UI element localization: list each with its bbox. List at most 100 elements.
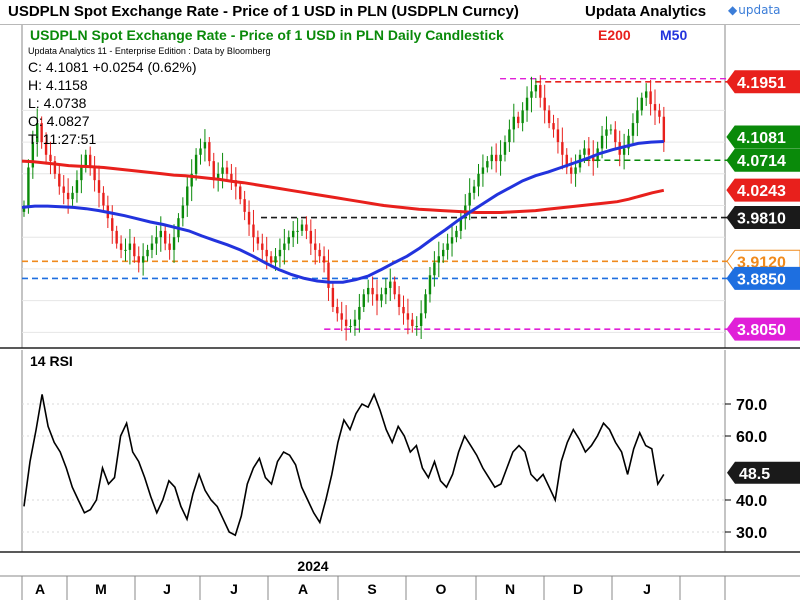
candle-body (366, 287, 370, 295)
candle-body (636, 110, 639, 124)
candle-body (111, 218, 114, 231)
candle-body (88, 154, 92, 168)
brand-name: Updata Analytics (585, 3, 707, 20)
candle-body (662, 116, 666, 143)
candle-body (525, 97, 529, 111)
candle-body (62, 186, 65, 193)
readout-time: T: 11:27:51 (28, 131, 96, 147)
rsi-tick-label: 70.0 (736, 397, 767, 414)
candle-body (389, 281, 392, 288)
rsi-current-label: 48.5 (739, 466, 770, 483)
candle-body (397, 294, 401, 307)
candle-body (569, 167, 573, 174)
candle-body (230, 173, 233, 181)
candle-body (146, 249, 149, 257)
month-label: A (35, 581, 45, 597)
readout-open: O: 4.0827 (28, 113, 90, 129)
candle-body (494, 154, 498, 162)
price-tag-label-4.0714: 4.0714 (737, 153, 786, 170)
candle-body (481, 167, 485, 174)
candle-body (406, 313, 410, 320)
price-tag-label-4.1081: 4.1081 (737, 130, 786, 147)
candle-body (305, 224, 308, 231)
candle-body (609, 129, 613, 131)
candle-body (556, 129, 560, 143)
rsi-pane: 14 RSI 70.0 60.0 40.0 30.0 48.5 (21, 350, 800, 552)
price-pane-bg (0, 25, 800, 348)
ema200-line (21, 159, 665, 214)
candle-body (172, 237, 176, 250)
candle-body (446, 243, 449, 250)
candle-body (336, 306, 339, 314)
candle-body (583, 148, 586, 155)
candle-body (340, 313, 343, 320)
candle-body (344, 319, 348, 326)
candle-body (93, 167, 96, 181)
price-tag-4.0714 (726, 148, 800, 172)
candle-body (155, 237, 158, 244)
month-label: D (573, 581, 583, 597)
candle-body (53, 161, 57, 174)
candle-body (115, 230, 118, 244)
candle-body (574, 167, 577, 174)
candle-body (450, 237, 454, 244)
price-tag-label-3.9810: 3.9810 (737, 211, 786, 228)
candle-body (314, 243, 317, 250)
candle-body (477, 173, 480, 187)
candle-body (508, 129, 511, 143)
candle-body (552, 123, 555, 130)
candle-body (243, 199, 246, 212)
candle-body (428, 275, 432, 295)
candle-body (331, 287, 335, 307)
month-label: J (230, 581, 238, 597)
candle-body (269, 256, 273, 263)
candle-body (649, 91, 652, 105)
candle-body (327, 262, 330, 288)
candle-body (164, 230, 167, 244)
candle-body (322, 256, 326, 263)
price-tag-label-4.1951: 4.1951 (737, 75, 786, 92)
candle-body (44, 142, 48, 155)
rsi-tick-label: 60.0 (736, 429, 767, 446)
candle-body (543, 97, 546, 111)
candle-body (455, 230, 458, 238)
price-tag-4.1951 (726, 70, 800, 94)
candle-body (353, 319, 357, 326)
candle-body (49, 154, 52, 162)
month-label: O (436, 581, 447, 597)
candle-body (605, 129, 608, 136)
candle-body (247, 211, 251, 225)
title-bar: USDPLN Spot Exchange Rate - Price of 1 U… (0, 0, 800, 25)
candle-body (84, 154, 87, 168)
x-axis: 2024 A M J J A S O N D J (0, 551, 800, 600)
candle-body (58, 173, 61, 187)
candle-body (415, 325, 418, 327)
candle-body (283, 243, 286, 250)
candle-body (640, 97, 643, 111)
candle-body (631, 123, 635, 136)
candle-body (40, 123, 43, 143)
candle-body (318, 249, 321, 257)
candle-body (530, 91, 533, 98)
candle-body (419, 313, 423, 326)
ma50-line (21, 140, 664, 284)
candle-body (71, 192, 74, 200)
year-label: 2024 (297, 558, 328, 574)
candle-body (150, 243, 154, 250)
candle-body (97, 180, 101, 193)
candle-body (521, 110, 524, 124)
candle-body (203, 142, 207, 149)
candle-body (137, 256, 140, 263)
price-tag-3.9810 (726, 206, 800, 230)
candle-body (199, 148, 202, 155)
candle-body (291, 230, 295, 238)
candle-body (437, 256, 440, 263)
rsi-tick-label: 30.0 (736, 525, 767, 542)
candle-body (402, 306, 405, 314)
candle-body (36, 123, 39, 143)
candle-body (216, 173, 220, 181)
candle-body (503, 142, 507, 155)
rsi-line (23, 392, 665, 537)
legend-e200: E200 (598, 27, 631, 43)
candle-body (561, 142, 564, 155)
